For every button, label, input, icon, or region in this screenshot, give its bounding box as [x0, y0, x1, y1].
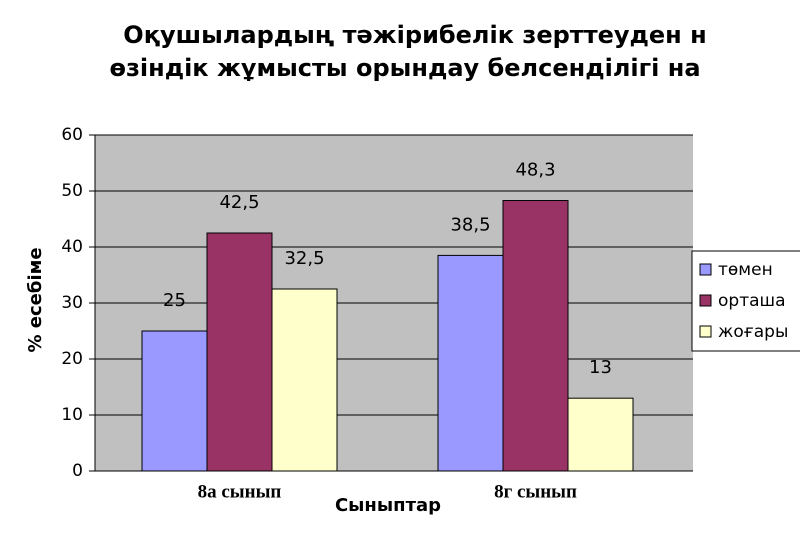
legend-label: орташа [718, 291, 786, 311]
bar [502, 200, 569, 472]
y-tick-label: 60 [61, 125, 83, 145]
bar [271, 288, 338, 472]
legend-label: жоғары [718, 322, 788, 342]
y-tick-label: 20 [61, 349, 83, 369]
chart-title: Оқушылардың тәжірибелік зерттеуден н [123, 21, 706, 49]
x-axis-title: Сыныптар [335, 495, 441, 516]
value-label: 32,5 [284, 248, 324, 269]
x-tick-label: 8а сынып [198, 481, 282, 502]
bar [567, 397, 634, 472]
y-tick-label: 10 [61, 405, 83, 425]
y-axis-title: % есебіме [25, 247, 46, 352]
y-tick-label: 40 [61, 237, 83, 257]
y-tick-label: 50 [61, 181, 83, 201]
value-label: 42,5 [219, 192, 259, 213]
title-group: Оқушылардың тәжірибелік зерттеуден н өзі… [109, 21, 706, 82]
legend-label: төмен [718, 260, 773, 280]
x-tick-label: 8г сынып [494, 481, 577, 502]
value-label: 38,5 [450, 214, 490, 235]
legend-swatch [699, 325, 712, 338]
y-tick-label: 0 [72, 461, 83, 481]
bar [206, 232, 273, 472]
bar [437, 254, 504, 472]
chart-title: өзіндік жұмысты орындау белсенділігі на [109, 54, 700, 82]
bar [141, 330, 208, 472]
value-label: 13 [589, 357, 612, 378]
y-tick-label: 30 [61, 293, 83, 313]
legend-swatch [699, 263, 712, 276]
value-label: 25 [163, 290, 186, 311]
value-label: 48,3 [515, 160, 555, 181]
legend: төмен орташа жоғары [691, 250, 800, 352]
legend-swatch [699, 294, 712, 307]
